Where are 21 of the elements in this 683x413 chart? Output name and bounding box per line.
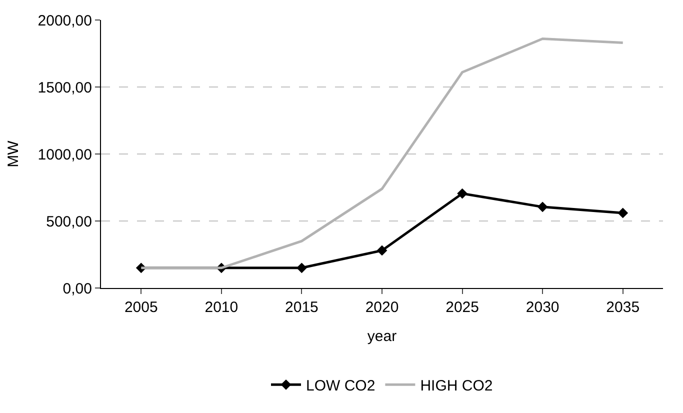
legend-label: HIGH CO2 (420, 378, 493, 394)
point (296, 262, 307, 274)
x-tick-label: 2035 (606, 299, 640, 316)
point (457, 188, 468, 199)
y-tick-label: 0,00 (62, 280, 92, 298)
x-tick-label: 2010 (204, 299, 238, 316)
x-tick-label: 2030 (526, 299, 560, 316)
point (376, 245, 388, 256)
x-tick-label: 2025 (446, 299, 479, 316)
y-tick-label: 1500,00 (38, 79, 92, 96)
x-tick-label: 2005 (124, 299, 158, 316)
y-tick-label: 1000,00 (38, 146, 92, 164)
legend-label: LOW CO2 (306, 378, 376, 394)
x-axis-title: year (367, 328, 397, 345)
y-tick-label: 2000,00 (38, 12, 92, 30)
x-tick-label: 2015 (285, 299, 318, 316)
y-axis-title: MW (5, 140, 22, 168)
x-tick-label: 2020 (365, 299, 399, 316)
point (618, 208, 628, 218)
point (537, 202, 548, 212)
y-tick-label: 500,00 (46, 213, 92, 230)
